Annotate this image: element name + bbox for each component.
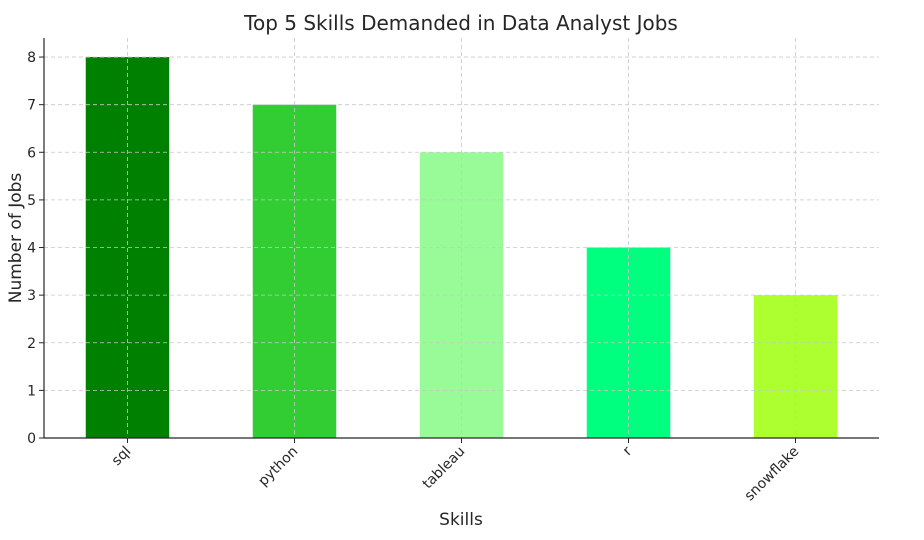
- y-tick-label: 0: [27, 431, 36, 447]
- y-tick-label: 1: [27, 383, 36, 399]
- x-tick-label-tableau: tableau: [420, 444, 469, 493]
- x-tick-label-python: python: [255, 444, 301, 490]
- x-tick-label-sql: sql: [109, 444, 135, 470]
- y-ticks: 0 1 2 3 4 5 6 7 8: [27, 50, 44, 447]
- x-ticks: sql python tableau r snowflake: [109, 438, 803, 505]
- y-tick-label: 3: [27, 288, 36, 304]
- y-axis-label: Number of Jobs: [6, 173, 26, 304]
- y-tick-label: 4: [27, 241, 36, 257]
- y-tick-label: 2: [27, 336, 36, 352]
- x-tick-label-snowflake: snowflake: [742, 444, 803, 505]
- y-tick-label: 7: [27, 98, 36, 114]
- y-tick-label: 6: [27, 145, 36, 161]
- chart-title: Top 5 Skills Demanded in Data Analyst Jo…: [243, 11, 678, 35]
- x-tick-label-r: r: [620, 443, 636, 459]
- y-tick-label: 5: [27, 193, 36, 209]
- x-axis-label: Skills: [439, 510, 483, 530]
- y-tick-label: 8: [27, 50, 36, 66]
- grid: [44, 38, 879, 439]
